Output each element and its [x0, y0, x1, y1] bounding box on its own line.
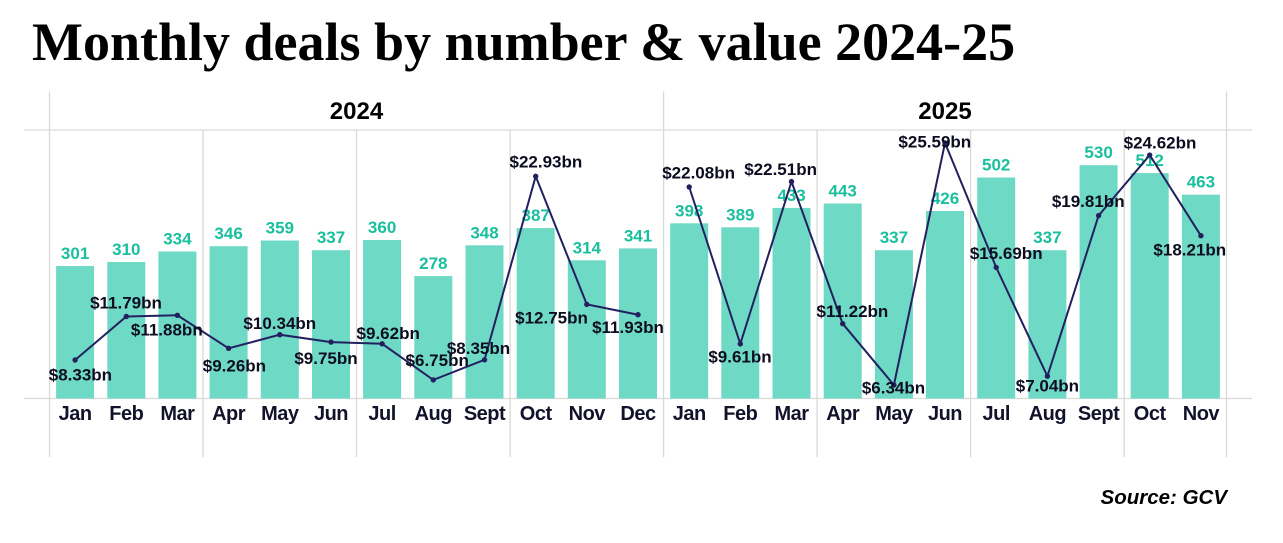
- svg-text:$22.51bn: $22.51bn: [744, 160, 817, 179]
- svg-text:310: 310: [112, 240, 140, 259]
- svg-text:$8.35bn: $8.35bn: [447, 339, 510, 358]
- svg-text:346: 346: [214, 224, 242, 243]
- svg-text:$11.22bn: $11.22bn: [816, 302, 888, 321]
- svg-text:Mar: Mar: [160, 403, 195, 425]
- svg-text:$9.61bn: $9.61bn: [708, 348, 771, 367]
- svg-text:2025: 2025: [918, 98, 971, 125]
- svg-text:$22.08bn: $22.08bn: [662, 164, 735, 183]
- svg-text:$11.88bn: $11.88bn: [131, 321, 203, 340]
- svg-text:Sept: Sept: [1078, 403, 1120, 425]
- svg-text:Monthly deals by number & valu: Monthly deals by number & value 2024-25: [32, 12, 1015, 72]
- svg-text:433: 433: [777, 186, 805, 205]
- svg-text:$6.75bn: $6.75bn: [406, 351, 469, 370]
- svg-text:May: May: [875, 403, 914, 425]
- svg-text:Feb: Feb: [723, 403, 757, 425]
- svg-text:Feb: Feb: [109, 403, 143, 425]
- svg-text:Apr: Apr: [826, 403, 860, 425]
- svg-text:Jun: Jun: [314, 403, 348, 425]
- svg-text:$9.26bn: $9.26bn: [203, 357, 266, 376]
- svg-text:389: 389: [726, 205, 754, 224]
- svg-text:$25.59bn: $25.59bn: [898, 133, 971, 152]
- svg-text:$18.21bn: $18.21bn: [1153, 241, 1226, 260]
- svg-text:$19.81bn: $19.81bn: [1052, 192, 1125, 211]
- svg-text:$24.62bn: $24.62bn: [1124, 134, 1197, 153]
- svg-text:$7.04bn: $7.04bn: [1016, 377, 1079, 396]
- svg-text:Source: GCV: Source: GCV: [1101, 486, 1230, 509]
- svg-text:359: 359: [266, 219, 294, 238]
- svg-text:Jul: Jul: [982, 403, 1009, 425]
- svg-text:$22.93bn: $22.93bn: [510, 153, 583, 172]
- svg-text:314: 314: [573, 238, 602, 257]
- svg-text:Nov: Nov: [569, 403, 607, 425]
- svg-text:360: 360: [368, 218, 396, 237]
- svg-text:463: 463: [1187, 173, 1215, 192]
- svg-text:$11.93bn: $11.93bn: [592, 318, 664, 337]
- svg-text:443: 443: [829, 182, 857, 201]
- svg-text:278: 278: [419, 254, 447, 273]
- svg-text:Jun: Jun: [928, 403, 962, 425]
- svg-text:Oct: Oct: [520, 403, 553, 425]
- svg-text:348: 348: [470, 223, 498, 242]
- svg-text:Jan: Jan: [59, 403, 92, 425]
- svg-text:502: 502: [982, 156, 1010, 175]
- svg-text:$9.75bn: $9.75bn: [294, 349, 357, 368]
- svg-text:May: May: [261, 403, 300, 425]
- svg-text:$8.33bn: $8.33bn: [49, 366, 112, 385]
- svg-text:Mar: Mar: [774, 403, 809, 425]
- svg-text:Aug: Aug: [1029, 403, 1066, 425]
- svg-text:Jul: Jul: [368, 403, 395, 425]
- svg-text:Apr: Apr: [212, 403, 246, 425]
- svg-text:$9.62bn: $9.62bn: [357, 324, 420, 343]
- svg-text:337: 337: [1033, 228, 1061, 247]
- svg-text:Oct: Oct: [1134, 403, 1167, 425]
- svg-text:301: 301: [61, 244, 89, 263]
- svg-text:387: 387: [522, 206, 550, 225]
- svg-text:Aug: Aug: [415, 403, 452, 425]
- svg-text:Jan: Jan: [673, 403, 706, 425]
- svg-text:341: 341: [624, 226, 652, 245]
- svg-text:334: 334: [163, 230, 192, 249]
- svg-text:426: 426: [931, 189, 959, 208]
- svg-text:2024: 2024: [330, 98, 384, 125]
- svg-text:337: 337: [880, 228, 908, 247]
- svg-text:$12.75bn: $12.75bn: [515, 309, 588, 328]
- svg-text:Sept: Sept: [464, 403, 506, 425]
- svg-text:$15.69bn: $15.69bn: [970, 244, 1043, 263]
- svg-text:530: 530: [1084, 143, 1112, 162]
- svg-text:$11.79bn: $11.79bn: [90, 294, 162, 313]
- svg-text:$6.34bn: $6.34bn: [862, 379, 925, 398]
- svg-text:Dec: Dec: [620, 403, 656, 425]
- svg-text:337: 337: [317, 228, 345, 247]
- svg-text:$10.34bn: $10.34bn: [243, 314, 316, 333]
- svg-text:Nov: Nov: [1183, 403, 1221, 425]
